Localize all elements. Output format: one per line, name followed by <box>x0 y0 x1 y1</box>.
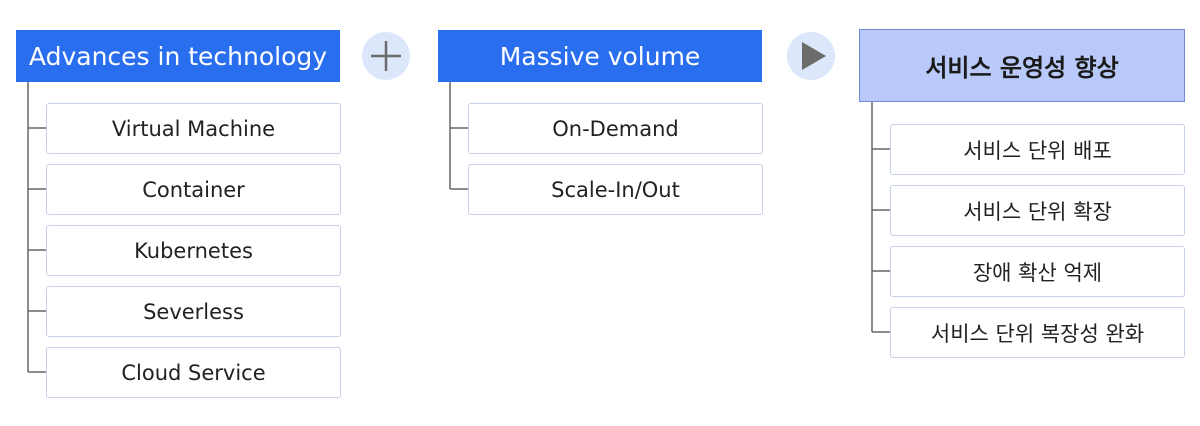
list-item: Cloud Service <box>46 347 341 398</box>
play-arrow-icon <box>802 42 826 70</box>
list-item: Scale-In/Out <box>468 164 763 215</box>
list-item: 서비스 단위 배포 <box>890 124 1185 175</box>
group-header-massive-volume: Massive volume <box>438 30 762 82</box>
list-item: 서비스 단위 복장성 완화 <box>890 307 1185 358</box>
arrow-operator <box>787 32 835 80</box>
plus-icon <box>371 41 401 71</box>
list-item: Severless <box>46 286 341 337</box>
plus-operator <box>362 32 410 80</box>
list-item: Container <box>46 164 341 215</box>
list-item: 장애 확산 억제 <box>890 246 1185 297</box>
group-header-technology: Advances in technology <box>16 30 340 82</box>
list-item: Kubernetes <box>46 225 341 276</box>
list-item: On-Demand <box>468 103 763 154</box>
group-header-service-operability: 서비스 운영성 향상 <box>859 29 1185 102</box>
list-item: Virtual Machine <box>46 103 341 154</box>
list-item: 서비스 단위 확장 <box>890 185 1185 236</box>
